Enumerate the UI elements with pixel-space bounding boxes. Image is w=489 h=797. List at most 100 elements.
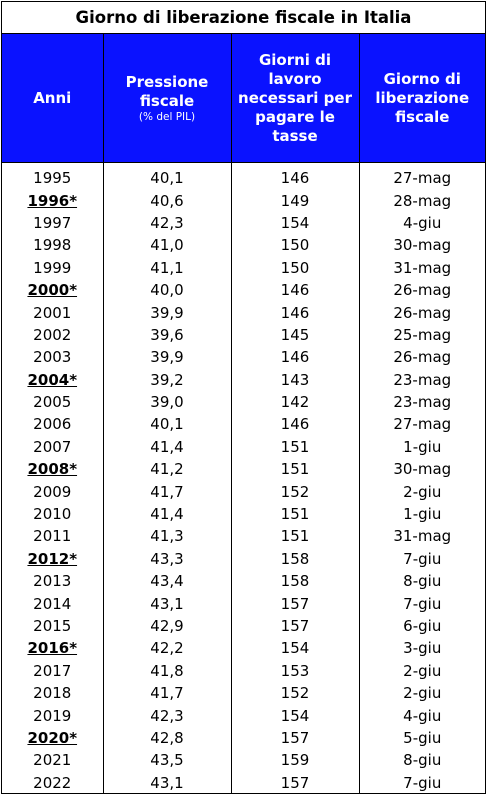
cell-giorni: 146 (231, 301, 360, 324)
cell-giorno: 4-giu (403, 706, 442, 725)
table-row: 2005 39,0 142 23-mag (2, 390, 485, 414)
cell-giorno: 31-mag (393, 258, 452, 277)
table-row: 2021 43,5 159 8-giu (2, 749, 485, 772)
cell-giorni: 142 (231, 390, 360, 414)
cell-year: 2002 (2, 323, 104, 347)
cell-pressione: 42,2 (103, 637, 232, 660)
cell-year: 2001 (2, 301, 104, 324)
cell-giorni: 151 (231, 458, 360, 481)
header-row: Anni Pressione fiscale (% del PIL) Giorn… (2, 34, 485, 163)
cell-pressione: 41,3 (103, 525, 232, 548)
cell-giorni: 154 (231, 637, 360, 660)
cell-giorno: 23-mag (393, 370, 452, 389)
cell-giorni: 154 (231, 704, 360, 727)
cell-giorni: 158 (231, 570, 360, 593)
cell-giorni: 145 (231, 323, 360, 347)
cell-giorno: 1-giu (403, 505, 442, 524)
header-pressione-label: Pressione fiscale (125, 72, 209, 110)
table-title: Giorno di liberazione fiscale in Italia (2, 2, 485, 34)
cell-giorno: 7-giu (403, 549, 442, 568)
cell-year: 2005 (2, 390, 104, 414)
cell-pressione: 40,6 (103, 189, 232, 212)
table-row: 2013 43,4 158 8-giu (2, 570, 485, 593)
cell-giorni: 153 (231, 659, 360, 682)
cell-giorni: 157 (231, 592, 360, 615)
table-row: 2010 41,4 151 1-giu (2, 502, 485, 526)
table-row: 1997 42,3 154 4-giu (2, 211, 485, 235)
cell-giorno: 23-mag (393, 393, 452, 412)
cell-giorno: 26-mag (393, 303, 452, 322)
cell-pressione: 43,5 (103, 749, 232, 772)
cell-giorno: 3-giu (403, 639, 442, 658)
cell-giorni: 157 (231, 726, 360, 750)
cell-year: 2017 (2, 659, 104, 682)
cell-giorni: 149 (231, 189, 360, 212)
cell-year: 1995 (2, 162, 104, 190)
cell-pressione: 43,1 (103, 592, 232, 615)
header-giorni-label: Giorni di lavoro necessari per pagare le… (238, 50, 352, 145)
cell-year: 2007 (2, 435, 104, 459)
cell-giorni: 151 (231, 525, 360, 548)
table-row: 2018 41,7 152 2-giu (2, 681, 485, 705)
cell-giorno: 7-giu (403, 773, 442, 792)
cell-giorno: 26-mag (393, 348, 452, 367)
cell-giorno: 30-mag (393, 460, 452, 479)
cell-year: 2011 (2, 525, 104, 548)
cell-pressione: 39,2 (103, 368, 232, 391)
cell-giorno: 31-mag (393, 527, 452, 546)
table-row: 2022 43,1 157 7-giu (2, 771, 485, 794)
table-row: 1996* 40,6 149 28-mag (2, 189, 485, 212)
header-pressione: Pressione fiscale (% del PIL) (103, 34, 232, 163)
table-row: 1995 40,1 146 27-mag (2, 162, 485, 190)
table-row: 2011 41,3 151 31-mag (2, 525, 485, 548)
cell-pressione: 43,3 (103, 547, 232, 571)
cell-giorni: 146 (231, 346, 360, 369)
cell-giorni: 157 (231, 614, 360, 638)
cell-year: 2018 (2, 681, 104, 705)
cell-year: 2020* (2, 726, 104, 750)
cell-giorno: 5-giu (403, 728, 442, 747)
cell-pressione: 42,9 (103, 614, 232, 638)
table-row: 2000* 40,0 146 26-mag (2, 278, 485, 302)
cell-pressione: 41,4 (103, 502, 232, 526)
cell-giorni: 157 (231, 771, 360, 794)
table-row: 2008* 41,2 151 30-mag (2, 458, 485, 481)
cell-year: 2021 (2, 749, 104, 772)
cell-giorni: 146 (231, 278, 360, 302)
cell-year: 2014 (2, 592, 104, 615)
cell-giorno: 7-giu (403, 594, 442, 613)
cell-year: 2010 (2, 502, 104, 526)
cell-pressione: 40,0 (103, 278, 232, 302)
table-row: 2006 40,1 146 27-mag (2, 413, 485, 436)
header-anni-label: Anni (33, 88, 72, 107)
cell-pressione: 41,7 (103, 681, 232, 705)
table-row: 2001 39,9 146 26-mag (2, 301, 485, 324)
cell-year: 2019 (2, 704, 104, 727)
cell-giorno: 30-mag (393, 236, 452, 255)
cell-year: 1999 (2, 256, 104, 279)
cell-year: 2004* (2, 368, 104, 391)
cell-giorni: 146 (231, 413, 360, 436)
cell-year: 2006 (2, 413, 104, 436)
cell-year: 1996* (2, 189, 104, 212)
header-giorni: Giorni di lavoro necessari per pagare le… (231, 34, 360, 163)
cell-pressione: 41,0 (103, 234, 232, 257)
header-pressione-unit: (% del PIL) (138, 110, 196, 123)
cell-giorno: 6-giu (403, 617, 442, 635)
cell-giorno: 4-giu (403, 213, 442, 232)
cell-giorno: 2-giu (403, 482, 442, 501)
cell-pressione: 40,1 (103, 162, 232, 190)
cell-giorni: 152 (231, 681, 360, 705)
cell-pressione: 41,4 (103, 435, 232, 459)
cell-pressione: 42,3 (103, 211, 232, 235)
table-row: 1999 41,1 150 31-mag (2, 256, 485, 279)
cell-giorno: 1-giu (403, 437, 442, 456)
cell-year: 2009 (2, 480, 104, 503)
cell-pressione: 43,1 (103, 771, 232, 794)
cell-pressione: 40,1 (103, 413, 232, 436)
cell-pressione: 41,8 (103, 659, 232, 682)
cell-pressione: 41,2 (103, 458, 232, 481)
cell-giorno: 2-giu (403, 684, 442, 703)
cell-year: 2000* (2, 278, 104, 302)
cell-giorno: 28-mag (393, 191, 452, 210)
